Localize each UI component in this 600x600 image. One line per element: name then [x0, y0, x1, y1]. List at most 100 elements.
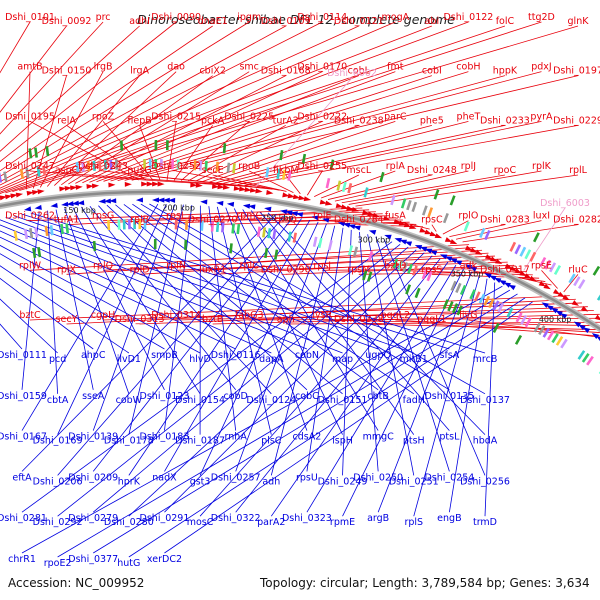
cog-forward-block — [92, 160, 96, 171]
cog-reverse-block — [402, 261, 409, 273]
label-leader-line — [348, 170, 542, 205]
cog-reverse-block — [492, 300, 500, 311]
gene-label: ptsL — [439, 432, 460, 443]
label-leader-line — [249, 261, 508, 271]
reverse-gene-arrow — [353, 225, 361, 231]
gene-label: Dshi_0290 — [261, 264, 311, 275]
cog-reverse-block — [515, 312, 523, 323]
cog-forward-block — [514, 244, 522, 255]
gene-label: livG — [459, 310, 477, 321]
label-leader-line — [22, 213, 450, 350]
gene-label: rplD — [130, 264, 150, 275]
gene-label: eftA — [12, 472, 32, 483]
reverse-gene-arrow — [50, 202, 58, 208]
gene-label: rpsQ — [275, 215, 297, 226]
gene-label: Dshi_0124 — [246, 395, 296, 406]
label-leader-line — [110, 71, 469, 182]
label-leader-line — [66, 247, 476, 275]
reverse-gene-arrow — [135, 197, 143, 203]
cog-reverse-block — [34, 227, 39, 238]
forward-gene-arrow — [372, 212, 381, 218]
cog-reverse-block — [184, 219, 189, 230]
gene-label: rpmC — [236, 211, 262, 222]
gene-label: map — [332, 354, 353, 365]
gc-skew-mark — [414, 287, 421, 299]
label-leader-line — [61, 75, 213, 186]
cog-forward-block — [544, 259, 552, 270]
gene-label: Dshi_0197 — [553, 66, 600, 77]
reverse-gene-arrow — [404, 241, 413, 247]
gene-label: pqqL1 — [417, 314, 446, 325]
reverse-gene-arrow — [424, 248, 433, 254]
label-leader-line — [235, 258, 441, 513]
gene-label: rpsS — [421, 264, 442, 275]
label-leader-line — [442, 220, 469, 235]
cog-reverse-block — [317, 237, 323, 249]
label-leader-line — [0, 21, 396, 191]
label-leader-line — [0, 21, 31, 74]
cog-reverse-block — [200, 220, 204, 231]
reverse-gene-arrow — [152, 197, 160, 203]
label-leader-line — [139, 252, 489, 275]
genome-summary: Topology: circular; Length: 3,789,584 bp… — [259, 576, 590, 590]
reverse-gene-arrow — [439, 254, 448, 260]
cog-reverse-block — [555, 335, 564, 346]
gene-label: nusG — [127, 165, 151, 176]
reverse-gene-arrow — [264, 206, 272, 212]
cog-reverse-block — [29, 228, 34, 239]
gene-label: Dshi_0168 — [261, 66, 311, 77]
gene-label: ipgm — [237, 12, 261, 23]
reverse-gene-arrow — [77, 200, 85, 206]
cog-forward-block — [115, 159, 119, 170]
cog-reverse-block — [421, 269, 428, 280]
gene-label: rluC — [568, 264, 588, 275]
gene-label: Dshi_0167 — [0, 432, 47, 443]
gene-label: glnK — [568, 16, 590, 27]
gc-skew-mark — [362, 270, 368, 281]
cog-reverse-block — [367, 250, 374, 262]
forward-gene-arrow — [419, 227, 427, 233]
gene-label: Dshi_0195 — [5, 111, 55, 122]
gc-skew-mark — [449, 195, 456, 206]
genome-backbone — [0, 189, 600, 333]
label-leader-line — [0, 219, 343, 354]
gene-label: rplO — [458, 211, 478, 222]
forward-gene-arrow — [494, 258, 503, 264]
gene-label: fikbM — [273, 165, 299, 176]
gc-skew-mark — [229, 243, 233, 254]
gene-label: pdxJ — [531, 62, 551, 73]
cog-reverse-block — [256, 226, 261, 237]
gene-label: fusA — [385, 211, 406, 222]
cog-reverse-block — [478, 293, 486, 304]
gene-label: Dshi_0250 — [353, 472, 403, 483]
cog-forward-block — [232, 163, 236, 174]
cog-reverse-block — [210, 221, 215, 232]
gene-label: rpsM — [347, 264, 370, 275]
gene-label: mmgC — [363, 432, 395, 443]
label-leader-line — [244, 124, 579, 186]
gc-skew-mark — [45, 146, 50, 157]
forward-gene-arrow — [146, 181, 154, 187]
label-leader-line — [359, 232, 379, 472]
gc-skew-mark — [34, 147, 38, 158]
gene-label: rpoB — [238, 161, 260, 172]
reverse-gene-arrow — [109, 198, 117, 204]
gene-label: dnaE1 — [198, 16, 228, 27]
label-leader-line — [259, 211, 450, 431]
gc-skew-mark — [442, 299, 449, 310]
gene-label: mogA — [382, 12, 410, 23]
cog-reverse-block — [272, 228, 277, 240]
forward-gene-arrow — [557, 291, 565, 298]
gene-label: engB — [437, 513, 461, 524]
cog-reverse-block — [49, 225, 54, 236]
forward-gene-arrow — [543, 283, 551, 290]
label-leader-line — [342, 268, 465, 517]
label-leader-line — [64, 208, 130, 394]
label-leader-line — [306, 170, 323, 196]
label-leader-line — [233, 208, 343, 435]
forward-gene-arrow — [319, 199, 328, 205]
cog-reverse-block — [44, 225, 49, 237]
cog-reverse-block — [23, 228, 29, 240]
gene-label: rplW — [19, 260, 42, 271]
gc-skew-mark — [514, 334, 523, 345]
